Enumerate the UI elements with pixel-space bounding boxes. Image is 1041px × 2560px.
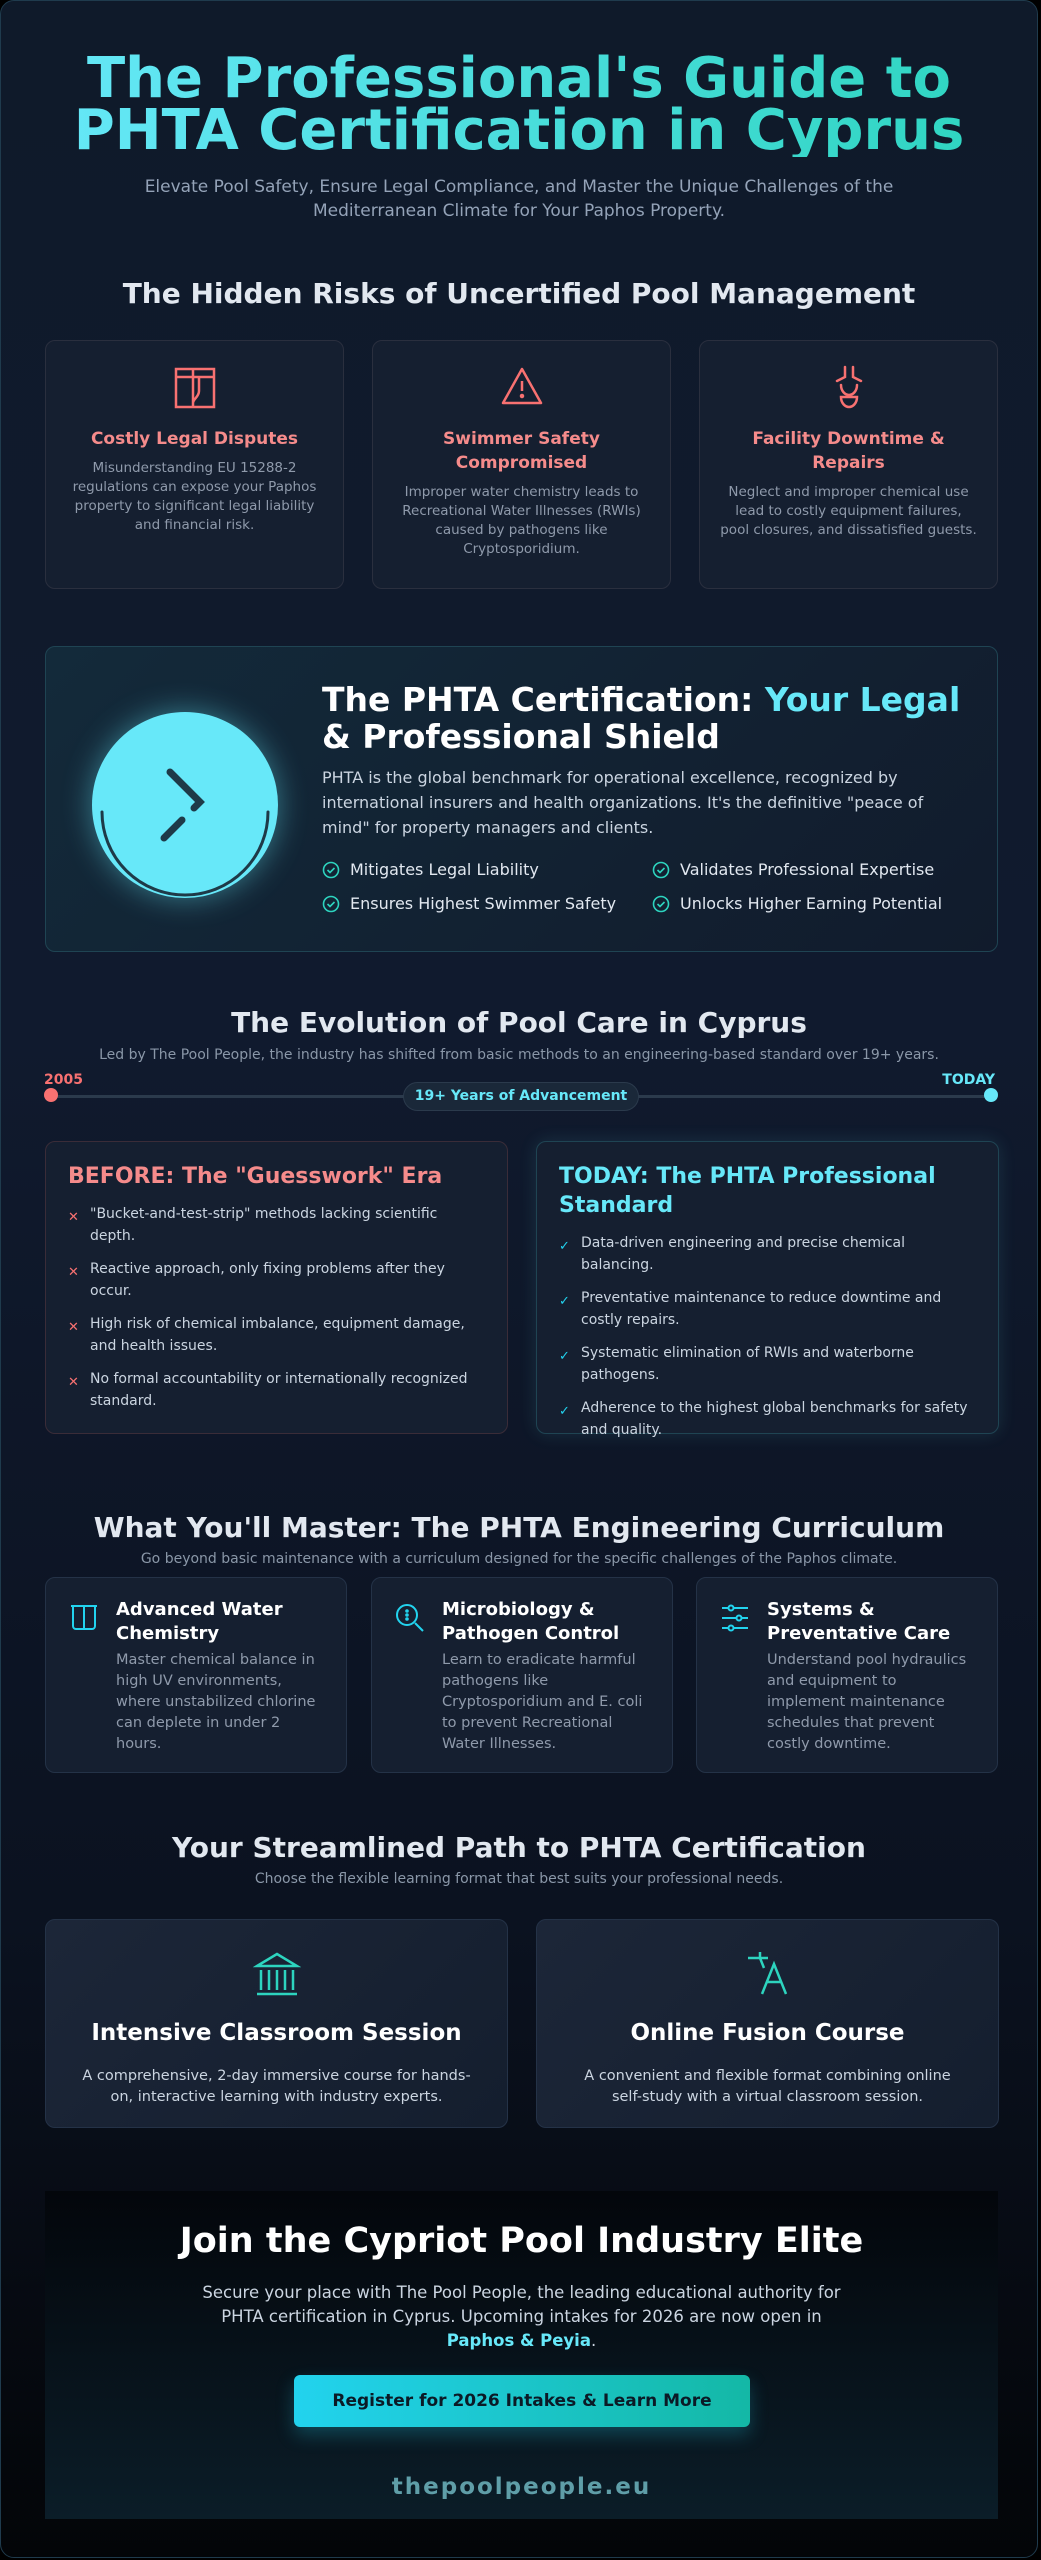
risk-desc: Improper water chemistry leads to Recrea… xyxy=(402,484,641,557)
before-item: ✕ "Bucket-and-test-strip" methods lacking… xyxy=(68,1206,438,1244)
path-title: Online Fusion Course xyxy=(630,2020,905,2046)
sliders-icon xyxy=(722,1604,748,1632)
gavel-icon xyxy=(174,367,215,409)
curriculum-card: Advanced Water Chemistry Master chemical… xyxy=(45,1577,347,1773)
path-card-online[interactable]: Online Fusion Course A convenient and fl… xyxy=(536,1919,999,2128)
curriculum-card: Microbiology & Pathogen Control Learn to… xyxy=(371,1577,673,1773)
curriculum-desc: Learn to eradicate harmful pathogens lik… xyxy=(442,1652,643,1752)
path-subtitle: Choose the flexible learning format that… xyxy=(254,1871,784,1887)
timeline-start-dot xyxy=(44,1088,58,1102)
timeline-end-dot xyxy=(984,1088,998,1102)
curriculum-desc: Understand pool hydraulics and equipment… xyxy=(767,1652,967,1752)
timeline-end-label: TODAY xyxy=(942,1072,995,1088)
check-icon: ✓ xyxy=(559,1349,570,1364)
today-card: TODAY: The PHTA Professional Standard ✓ D… xyxy=(536,1141,999,1438)
feature-item: Validates Professional Expertise xyxy=(652,860,934,879)
translate-icon xyxy=(747,1952,787,1995)
microscope-search-icon xyxy=(396,1604,424,1632)
curriculum-desc: Master chemical balance in high UV envir… xyxy=(116,1652,316,1752)
today-item: ✓ Systematic elimination of RWIs and wate… xyxy=(559,1345,914,1383)
path-heading: Your Streamlined Path to PHTA Certificat… xyxy=(172,1831,866,1864)
check-icon: ✓ xyxy=(559,1404,570,1419)
path-card-classroom[interactable]: Intensive Classroom Session A comprehens… xyxy=(45,1919,508,2128)
risk-card: Facility Downtime & Repairs Neglect and … xyxy=(699,340,998,589)
feature-item: Ensures Highest Swimmer Safety xyxy=(322,894,616,913)
risk-title: Costly Legal Disputes xyxy=(90,429,299,449)
path-desc: A comprehensive, 2-day immersive course … xyxy=(82,2068,471,2105)
shield-badge xyxy=(92,712,278,898)
risks-heading: The Hidden Risks of Uncertified Pool Man… xyxy=(122,277,916,310)
today-item: ✓ Data-driven engineering and precise che… xyxy=(559,1235,906,1273)
warning-triangle-icon xyxy=(501,367,542,405)
page-title: The Professional's Guide to PHTA Certifi… xyxy=(21,51,1017,159)
curriculum-title: Microbiology & Pathogen Control xyxy=(442,1599,620,1644)
before-item: ✕ No formal accountability or internation… xyxy=(68,1371,468,1409)
before-item: ✕ High risk of chemical imbalance, equipm… xyxy=(68,1316,465,1354)
page-subtitle: Elevate Pool Safety, Ensure Legal Compli… xyxy=(144,177,894,221)
x-icon: ✕ xyxy=(68,1375,79,1390)
certification-card: The PHTA Certification: Your Legal & Prof… xyxy=(45,646,998,952)
before-card: BEFORE: The "Guesswork" Era ✕ "Bucket-and… xyxy=(45,1141,508,1434)
cta-text: Secure your place with The Pool People, … xyxy=(202,2283,841,2350)
curriculum-title: Advanced Water Chemistry xyxy=(116,1599,283,1644)
timeline-pill: 19+ Years of Advancement xyxy=(403,1082,639,1111)
plumbing-icon xyxy=(835,365,862,409)
timeline-start-label: 2005 xyxy=(44,1072,83,1088)
certification-desc: PHTA is the global benchmark for operati… xyxy=(322,768,924,837)
before-title: BEFORE: The "Guesswork" Era xyxy=(68,1164,443,1189)
website-link[interactable]: thepoolpeople.eu xyxy=(391,2474,652,2500)
evolution-subtitle: Led by The Pool People, the industry has… xyxy=(99,1047,939,1063)
check-icon: ✓ xyxy=(559,1239,570,1254)
check-icon: ✓ xyxy=(559,1294,570,1309)
path-desc: A convenient and flexible format combini… xyxy=(584,2068,951,2105)
register-button[interactable]: Register for 2026 Intakes & Learn More xyxy=(294,2375,750,2427)
x-icon: ✕ xyxy=(68,1265,79,1280)
risk-desc: Misunderstanding EU 15288-2 regulations … xyxy=(72,460,317,533)
curriculum-title: Systems & Preventative Care xyxy=(767,1599,951,1644)
today-item: ✓ Adherence to the highest global benchma… xyxy=(559,1400,968,1438)
x-icon: ✕ xyxy=(68,1210,79,1225)
check-circle-icon xyxy=(652,861,670,878)
feature-item: Unlocks Higher Earning Potential xyxy=(652,894,942,913)
check-circle-icon xyxy=(322,895,340,912)
risk-card: Swimmer Safety Compromised Improper wate… xyxy=(372,340,671,589)
gavel-check-icon xyxy=(100,768,270,897)
beaker-icon xyxy=(71,1605,97,1630)
feature-item: Mitigates Legal Liability xyxy=(322,860,539,879)
risk-title: Facility Downtime & Repairs xyxy=(752,429,945,473)
today-title: TODAY: The PHTA Professional Standard xyxy=(559,1164,936,1218)
classroom-building-icon xyxy=(251,1952,302,1996)
certification-title: The PHTA Certification: Your Legal & Prof… xyxy=(322,680,961,756)
evolution-heading: The Evolution of Pool Care in Cyprus xyxy=(231,1006,807,1039)
curriculum-subtitle: Go beyond basic maintenance with a curri… xyxy=(140,1551,898,1567)
x-icon: ✕ xyxy=(68,1320,79,1335)
path-title: Intensive Classroom Session xyxy=(91,2020,462,2046)
risk-desc: Neglect and improper chemical use lead t… xyxy=(720,484,977,538)
curriculum-card: Systems & Preventative Care Understand p… xyxy=(696,1577,998,1773)
risk-card: Costly Legal Disputes Misunderstanding E… xyxy=(45,340,344,589)
curriculum-heading: What You'll Master: The PHTA Engineering… xyxy=(93,1511,945,1544)
before-item: ✕ Reactive approach, only fixing problems… xyxy=(68,1261,445,1299)
risk-title: Swimmer Safety Compromised xyxy=(443,429,600,473)
today-item: ✓ Preventative maintenance to reduce down… xyxy=(559,1290,942,1328)
check-circle-icon xyxy=(322,861,340,878)
check-circle-icon xyxy=(652,895,670,912)
cta-title: Join the Cypriot Pool Industry Elite xyxy=(179,2221,864,2261)
cta-section: Join the Cypriot Pool Industry Elite Sec… xyxy=(45,2191,998,2519)
